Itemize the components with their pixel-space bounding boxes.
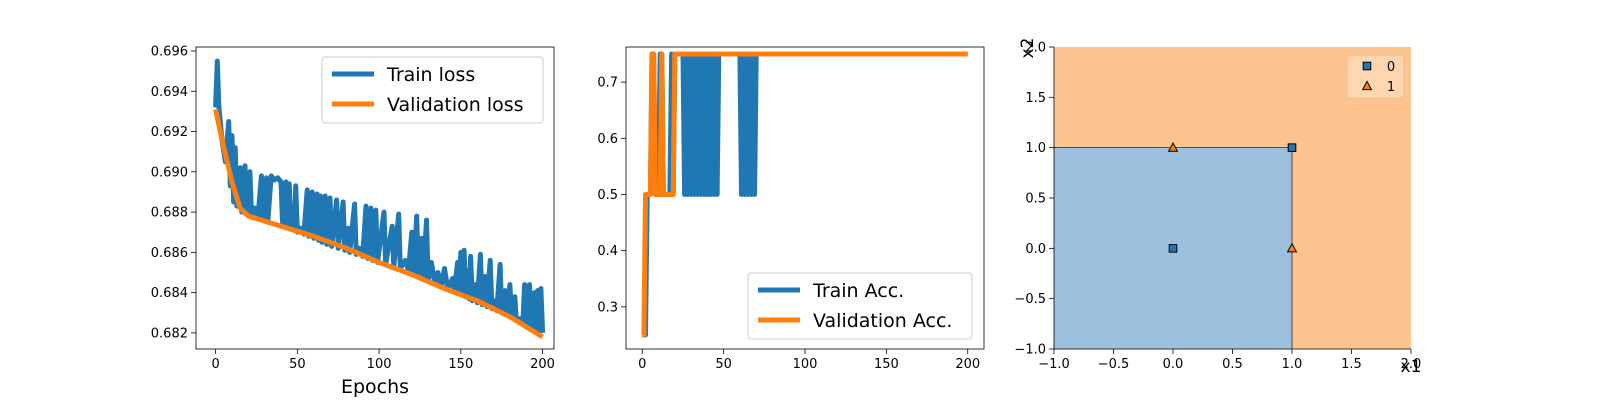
x-tick-label: −1.0 [1038,357,1070,372]
y-tick-label: 0.7 [597,76,618,91]
y-tick-label: 0.4 [597,244,618,259]
y-tick-label: −1.0 [1014,343,1046,358]
x-tick-label: 2.0 [1401,357,1422,372]
x-tick-label: 1.0 [1282,357,1303,372]
legend-label: Train Acc. [812,280,904,302]
legend-label: 0 [1387,60,1395,75]
class-1-marker [1286,242,1298,253]
x-tick-label: 0.5 [1222,357,1243,372]
y-tick-label: 0.690 [151,165,188,180]
x-tick-label: 0.0 [1163,357,1184,372]
legend-box [747,272,973,340]
x-tick-label: 0 [211,357,219,372]
legend-label: Train loss [386,64,475,86]
x-tick-label: 150 [874,357,899,372]
y-tick-label: 1.0 [1025,141,1046,156]
y-tick-label: 0.684 [151,286,188,301]
y-tick-label: 0.6 [597,132,618,147]
y-tick-label: 0.692 [151,125,188,140]
x-tick-label: 1.5 [1341,357,1362,372]
x-tick-label: 200 [530,357,555,372]
x-tick-label: 50 [289,357,306,372]
y-tick-label: 2.0 [1025,41,1046,56]
legend-label: 1 [1387,80,1395,95]
legend-box [321,56,544,124]
y-tick-label: 0.0 [1025,242,1046,257]
x-tick-label: −0.5 [1098,357,1130,372]
class-0-marker [1168,244,1178,253]
legend-label: Validation loss [387,94,524,116]
x-tick-label: 150 [448,357,473,372]
legend-marker-triangle [1361,80,1373,91]
x-axis-label: x1 [1401,357,1422,377]
series-line-train-loss [213,58,546,334]
y-tick-label: 0.5 [597,188,618,203]
x-axis-label: Epochs [341,376,409,398]
x-tick-label: 200 [955,357,980,372]
series-line-validation-loss [213,108,544,340]
axes-frame [195,46,555,350]
y-tick-label: 0.3 [597,300,618,315]
legend-box [1346,54,1405,99]
y-tick-label: 0.694 [151,85,188,100]
class-1-marker [1167,142,1179,152]
x-tick-label: 50 [715,357,732,372]
y-tick-label: 0.682 [151,326,188,341]
plot-area [213,58,546,340]
legend-marker-square [1362,61,1372,71]
x-tick-label: 100 [367,357,392,372]
y-tick-label: 0.686 [151,246,188,261]
x-tick-label: 100 [793,357,818,372]
legend-label: Validation Acc. [813,310,952,332]
x-tick-label: 0 [638,357,646,372]
class-0-marker [1287,143,1297,152]
y-axis-label: x2 [1018,38,1038,59]
y-tick-label: 0.696 [151,45,188,60]
series-line-validation-acc- [641,51,968,338]
y-tick-label: −0.5 [1014,292,1046,307]
y-tick-label: 0.5 [1025,192,1046,207]
plot-area [641,51,968,338]
y-tick-label: 0.688 [151,206,188,221]
y-tick-label: 1.5 [1025,91,1046,106]
